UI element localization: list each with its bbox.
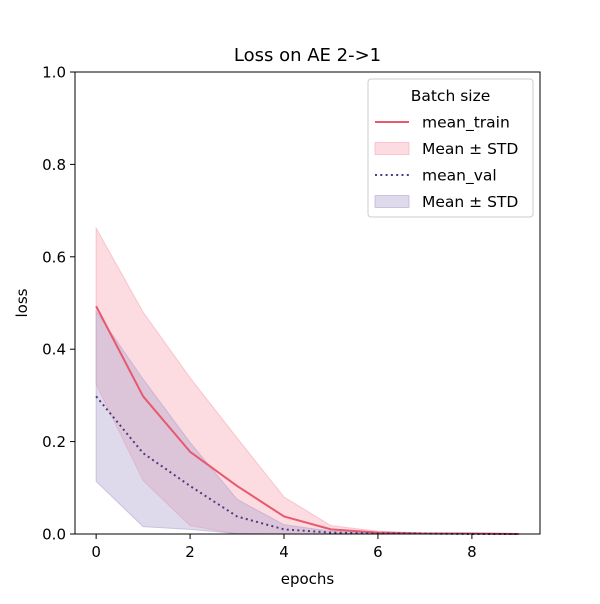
plot-frame — [74, 71, 541, 535]
x-axis-ticks: 0 2 4 6 8 — [91, 534, 477, 561]
legend-swatch-band — [374, 195, 410, 208]
x-tick-label: 8 — [467, 543, 477, 561]
legend-label: Mean ± STD — [422, 140, 518, 158]
legend-title: Batch size — [411, 87, 491, 105]
y-tick-label: 1.0 — [42, 64, 66, 82]
legend-label: Mean ± STD — [422, 193, 518, 211]
legend-box — [367, 78, 534, 218]
x-tick-label: 0 — [91, 543, 101, 561]
chart-title: Loss on AE 2->1 — [234, 45, 381, 66]
x-tick-label: 6 — [373, 543, 383, 561]
legend-label: mean_train — [422, 114, 510, 133]
legend-label: mean_val — [422, 167, 497, 186]
y-tick-label: 0.4 — [42, 341, 66, 359]
legend-swatch-band — [374, 142, 410, 155]
x-tick-label: 2 — [185, 543, 195, 561]
y-tick-label: 0.8 — [42, 156, 66, 174]
y-tick-label: 0.2 — [42, 433, 66, 451]
y-axis-ticks: 0.0 0.2 0.4 0.6 0.8 1.0 — [42, 64, 75, 544]
x-tick-label: 4 — [279, 543, 289, 561]
y-tick-label: 0.0 — [42, 526, 66, 544]
series-line-mean_val — [95, 395, 519, 535]
x-axis-label: epochs — [281, 570, 335, 588]
y-axis-label: loss — [13, 288, 31, 317]
y-tick-label: 0.6 — [42, 248, 66, 266]
legend: Batch size mean_train Mean ± STD mean_val Me… — [367, 78, 534, 218]
